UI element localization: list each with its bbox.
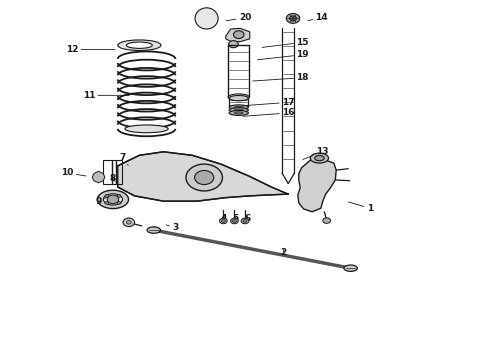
Ellipse shape <box>315 156 324 161</box>
Ellipse shape <box>290 16 296 21</box>
Text: 12: 12 <box>66 45 115 54</box>
Ellipse shape <box>234 106 243 108</box>
Ellipse shape <box>229 95 248 101</box>
Circle shape <box>220 218 227 224</box>
Circle shape <box>186 164 222 191</box>
Polygon shape <box>298 159 336 212</box>
Ellipse shape <box>286 13 300 23</box>
Text: 7: 7 <box>120 153 128 165</box>
Circle shape <box>229 41 238 48</box>
Ellipse shape <box>147 227 161 233</box>
Text: 4: 4 <box>220 214 226 223</box>
Text: 10: 10 <box>61 168 86 177</box>
Text: 18: 18 <box>252 73 309 82</box>
Text: 2: 2 <box>280 248 287 257</box>
Text: 13: 13 <box>303 147 328 159</box>
Circle shape <box>123 218 135 226</box>
Ellipse shape <box>310 153 329 163</box>
Ellipse shape <box>98 190 128 208</box>
Text: 9: 9 <box>96 197 108 206</box>
Ellipse shape <box>233 31 244 39</box>
Ellipse shape <box>229 108 248 113</box>
Circle shape <box>195 171 214 185</box>
Text: 19: 19 <box>257 50 309 60</box>
Text: 8: 8 <box>110 174 116 183</box>
Text: 16: 16 <box>243 108 294 117</box>
Text: 11: 11 <box>83 91 129 100</box>
Polygon shape <box>226 28 250 42</box>
Text: 1: 1 <box>348 202 373 213</box>
Text: 6: 6 <box>245 214 250 223</box>
Circle shape <box>243 220 247 222</box>
Ellipse shape <box>126 42 152 48</box>
Circle shape <box>107 195 119 204</box>
Circle shape <box>221 220 225 222</box>
Ellipse shape <box>229 111 248 116</box>
Circle shape <box>117 202 121 204</box>
Ellipse shape <box>229 105 248 110</box>
Circle shape <box>126 221 131 224</box>
Ellipse shape <box>118 40 161 50</box>
Circle shape <box>233 220 236 222</box>
Text: 3: 3 <box>166 223 178 232</box>
Ellipse shape <box>344 265 357 271</box>
Text: 20: 20 <box>226 13 251 22</box>
Ellipse shape <box>195 8 218 29</box>
Ellipse shape <box>234 112 243 114</box>
Text: 17: 17 <box>243 98 294 107</box>
Circle shape <box>323 218 330 224</box>
Ellipse shape <box>228 94 249 100</box>
Circle shape <box>105 194 109 197</box>
Circle shape <box>231 218 238 224</box>
Circle shape <box>241 218 249 224</box>
Ellipse shape <box>125 125 168 133</box>
Ellipse shape <box>103 194 122 205</box>
Circle shape <box>105 202 109 204</box>
Text: 5: 5 <box>232 214 239 223</box>
Polygon shape <box>118 152 288 201</box>
Text: 14: 14 <box>308 13 328 22</box>
Circle shape <box>117 194 121 197</box>
Text: 15: 15 <box>262 38 309 48</box>
Ellipse shape <box>234 109 243 111</box>
Polygon shape <box>92 171 105 183</box>
